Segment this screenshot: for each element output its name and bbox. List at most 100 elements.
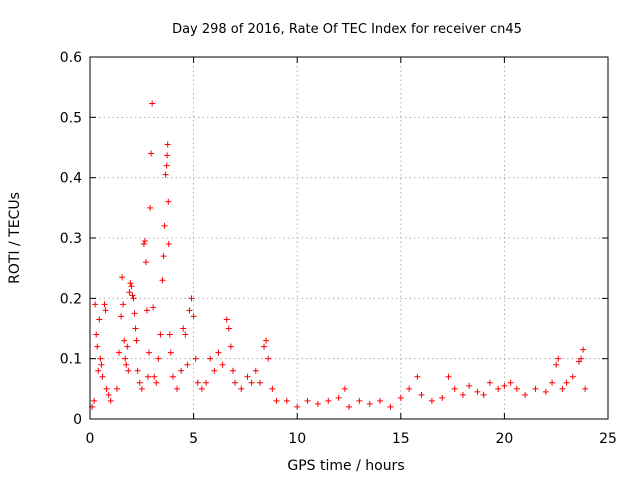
data-point	[522, 391, 529, 398]
data-point	[261, 343, 268, 350]
data-point	[128, 283, 135, 290]
data-point	[294, 403, 301, 410]
chart-title: Day 298 of 2016, Rate Of TEC Index for r…	[172, 22, 522, 37]
data-point	[335, 394, 342, 401]
data-point	[188, 295, 195, 302]
data-point	[91, 397, 98, 404]
data-point	[283, 397, 290, 404]
data-point	[397, 394, 404, 401]
data-point	[582, 385, 589, 392]
data-point	[387, 403, 394, 410]
data-point	[414, 373, 421, 380]
data-point	[120, 301, 127, 308]
data-point	[215, 349, 222, 356]
y-axis-label: ROTI / TECUs	[7, 192, 23, 284]
data-point	[160, 253, 167, 260]
data-point	[148, 150, 155, 157]
data-point	[147, 204, 154, 211]
data-point	[219, 361, 226, 368]
data-point	[439, 394, 446, 401]
y-tick-label: 0.6	[60, 50, 82, 66]
data-point	[149, 100, 156, 107]
data-point	[107, 397, 114, 404]
data-point	[121, 337, 128, 344]
data-point	[123, 361, 130, 368]
data-point	[133, 337, 140, 344]
data-point	[122, 355, 129, 362]
data-point	[238, 385, 245, 392]
data-point	[119, 274, 126, 281]
data-point	[134, 367, 141, 374]
data-point	[178, 367, 185, 374]
data-point	[113, 385, 120, 392]
data-point	[227, 343, 234, 350]
data-point	[153, 379, 160, 386]
x-tick-label: 20	[495, 431, 513, 447]
data-point	[162, 171, 169, 178]
data-point	[445, 373, 452, 380]
data-point	[164, 141, 171, 148]
data-point	[130, 295, 137, 302]
data-point	[150, 304, 157, 311]
data-point	[155, 355, 162, 362]
data-point	[480, 391, 487, 398]
data-point	[125, 367, 132, 374]
data-point	[578, 355, 585, 362]
data-point	[167, 349, 174, 356]
data-point	[102, 307, 109, 314]
data-point	[580, 346, 587, 353]
data-point	[474, 388, 481, 395]
data-point	[184, 361, 191, 368]
data-point	[232, 379, 239, 386]
data-point	[203, 379, 210, 386]
data-point	[314, 400, 321, 407]
data-point	[549, 379, 556, 386]
data-point	[131, 310, 138, 317]
data-point	[265, 355, 272, 362]
data-point	[116, 349, 123, 356]
y-tick-label: 0	[73, 412, 82, 428]
x-tick-label: 5	[189, 431, 198, 447]
x-tick-label: 10	[288, 431, 306, 447]
data-point	[575, 358, 582, 365]
data-point	[94, 343, 101, 350]
data-point	[223, 316, 230, 323]
data-point	[211, 367, 218, 374]
data-point	[269, 385, 276, 392]
data-point	[174, 385, 181, 392]
data-point	[93, 331, 100, 338]
data-point	[143, 307, 150, 314]
data-point	[532, 385, 539, 392]
y-tick-label: 0.2	[60, 291, 82, 307]
data-point	[145, 373, 152, 380]
data-point	[341, 385, 348, 392]
data-point	[377, 397, 384, 404]
data-point	[256, 379, 263, 386]
data-point	[555, 355, 562, 362]
x-tick-label: 15	[392, 431, 410, 447]
data-point	[142, 259, 149, 266]
data-point	[252, 367, 259, 374]
data-point	[164, 152, 171, 159]
data-point	[451, 385, 458, 392]
data-point	[553, 361, 560, 368]
data-point	[180, 325, 187, 332]
data-point	[194, 379, 201, 386]
data-point	[495, 385, 502, 392]
y-tick-label: 0.4	[60, 171, 82, 187]
data-point	[569, 373, 576, 380]
data-point	[225, 325, 232, 332]
data-point	[105, 391, 112, 398]
data-point	[103, 385, 110, 392]
data-point	[418, 391, 425, 398]
data-point	[428, 397, 435, 404]
data-point	[165, 198, 172, 205]
data-point	[263, 337, 270, 344]
data-point	[138, 385, 145, 392]
data-point	[169, 373, 176, 380]
data-point	[159, 277, 166, 284]
data-point	[101, 301, 108, 308]
data-point	[459, 391, 466, 398]
data-point	[501, 382, 508, 389]
data-point	[559, 385, 566, 392]
